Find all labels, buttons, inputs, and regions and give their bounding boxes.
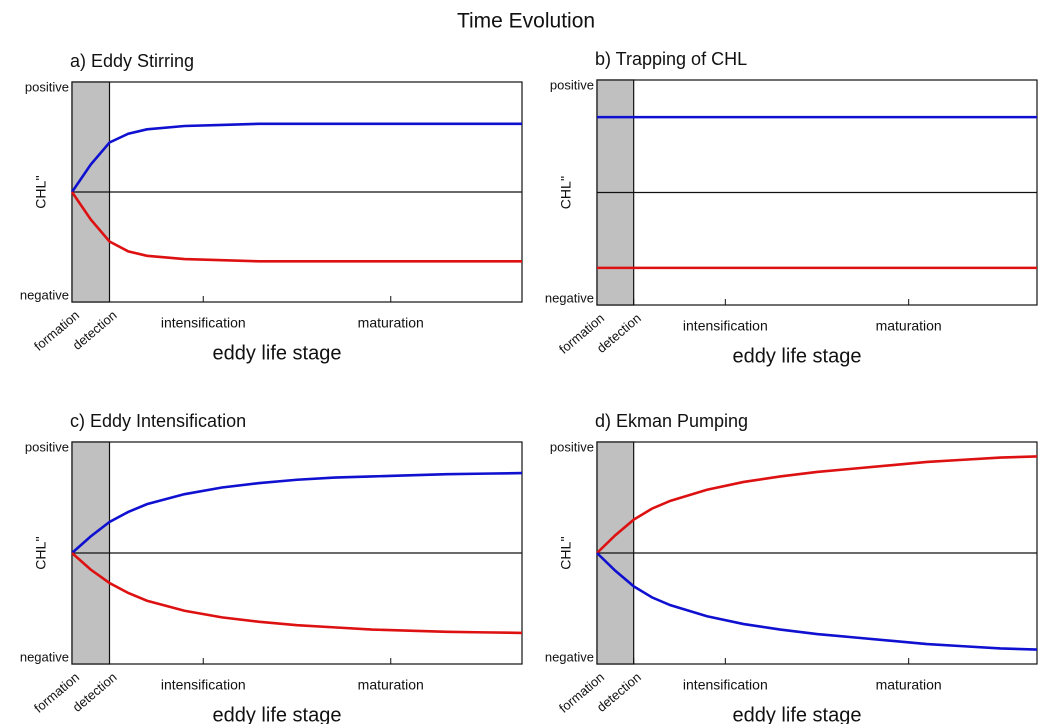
y-tick-label: negative — [545, 290, 594, 305]
x-tick-label: intensification — [161, 677, 246, 693]
y-axis-label: CHL'' — [33, 536, 49, 569]
y-tick-label: negative — [20, 649, 69, 664]
x-axis-label: eddy life stage — [213, 342, 342, 364]
figure-title: Time Evolution — [457, 10, 595, 33]
x-tick-label: maturation — [358, 315, 424, 331]
x-tick-label: maturation — [358, 677, 424, 693]
x-axis-label: eddy life stage — [213, 704, 342, 724]
x-tick-label: maturation — [876, 677, 942, 693]
data-line — [71, 552, 523, 635]
y-axis-label: CHL'' — [558, 536, 574, 569]
y-tick-label: negative — [20, 287, 69, 302]
y-tick-label: positive — [25, 439, 69, 454]
y-tick-label: negative — [545, 649, 594, 664]
data-line — [71, 471, 523, 554]
x-tick-label: maturation — [876, 318, 942, 334]
y-axis-label: CHL'' — [33, 175, 49, 208]
data-line — [70, 122, 522, 193]
y-tick-label: positive — [25, 79, 69, 94]
y-tick-label: positive — [550, 439, 594, 454]
y-tick-label: positive — [550, 77, 594, 92]
x-axis-label: eddy life stage — [733, 345, 862, 367]
data-line — [70, 191, 522, 263]
data-line — [596, 455, 1038, 554]
panel-title: a) Eddy Stirring — [70, 51, 194, 71]
x-tick-label: intensification — [683, 318, 768, 334]
panel-title: d) Ekman Pumping — [595, 411, 748, 431]
x-axis-label: eddy life stage — [733, 704, 862, 724]
x-tick-label: intensification — [683, 677, 768, 693]
y-axis-label: CHL'' — [558, 176, 574, 209]
x-tick-label: intensification — [161, 315, 246, 331]
panel-title: c) Eddy Intensification — [70, 411, 246, 431]
data-line — [596, 552, 1038, 651]
panel-title: b) Trapping of CHL — [595, 49, 747, 69]
